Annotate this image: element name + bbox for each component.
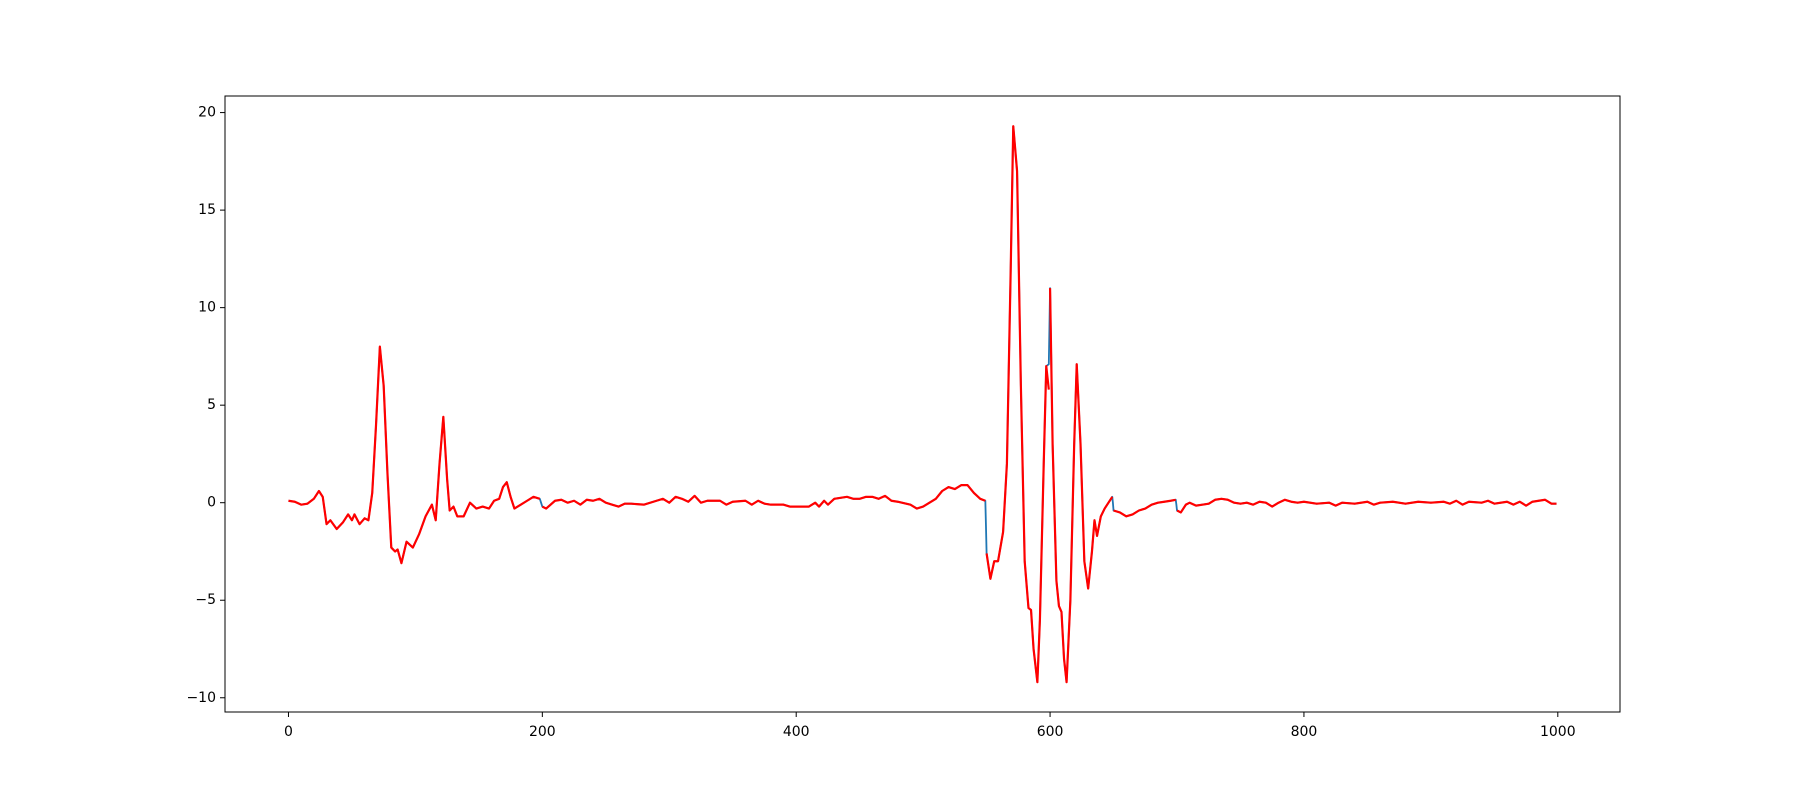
- y-tick-label: −10: [186, 690, 216, 706]
- x-tick-label: 800: [1291, 724, 1318, 740]
- y-tick-label: −5: [195, 592, 216, 608]
- y-tick-label: 10: [198, 300, 216, 316]
- y-tick-label: 5: [207, 397, 216, 413]
- plot-area: [288, 125, 1557, 684]
- x-tick-label: 400: [783, 724, 810, 740]
- x-tick-label: 1000: [1540, 724, 1576, 740]
- x-tick-label: 600: [1037, 724, 1064, 740]
- y-tick-label: 15: [198, 202, 216, 218]
- y-tick-label: 0: [207, 495, 216, 511]
- y-tick-label: 20: [198, 105, 216, 121]
- x-tick-label: 200: [529, 724, 556, 740]
- x-tick-label: 0: [284, 724, 293, 740]
- data-line: [288, 125, 1557, 684]
- axes-frame: [224, 95, 1621, 713]
